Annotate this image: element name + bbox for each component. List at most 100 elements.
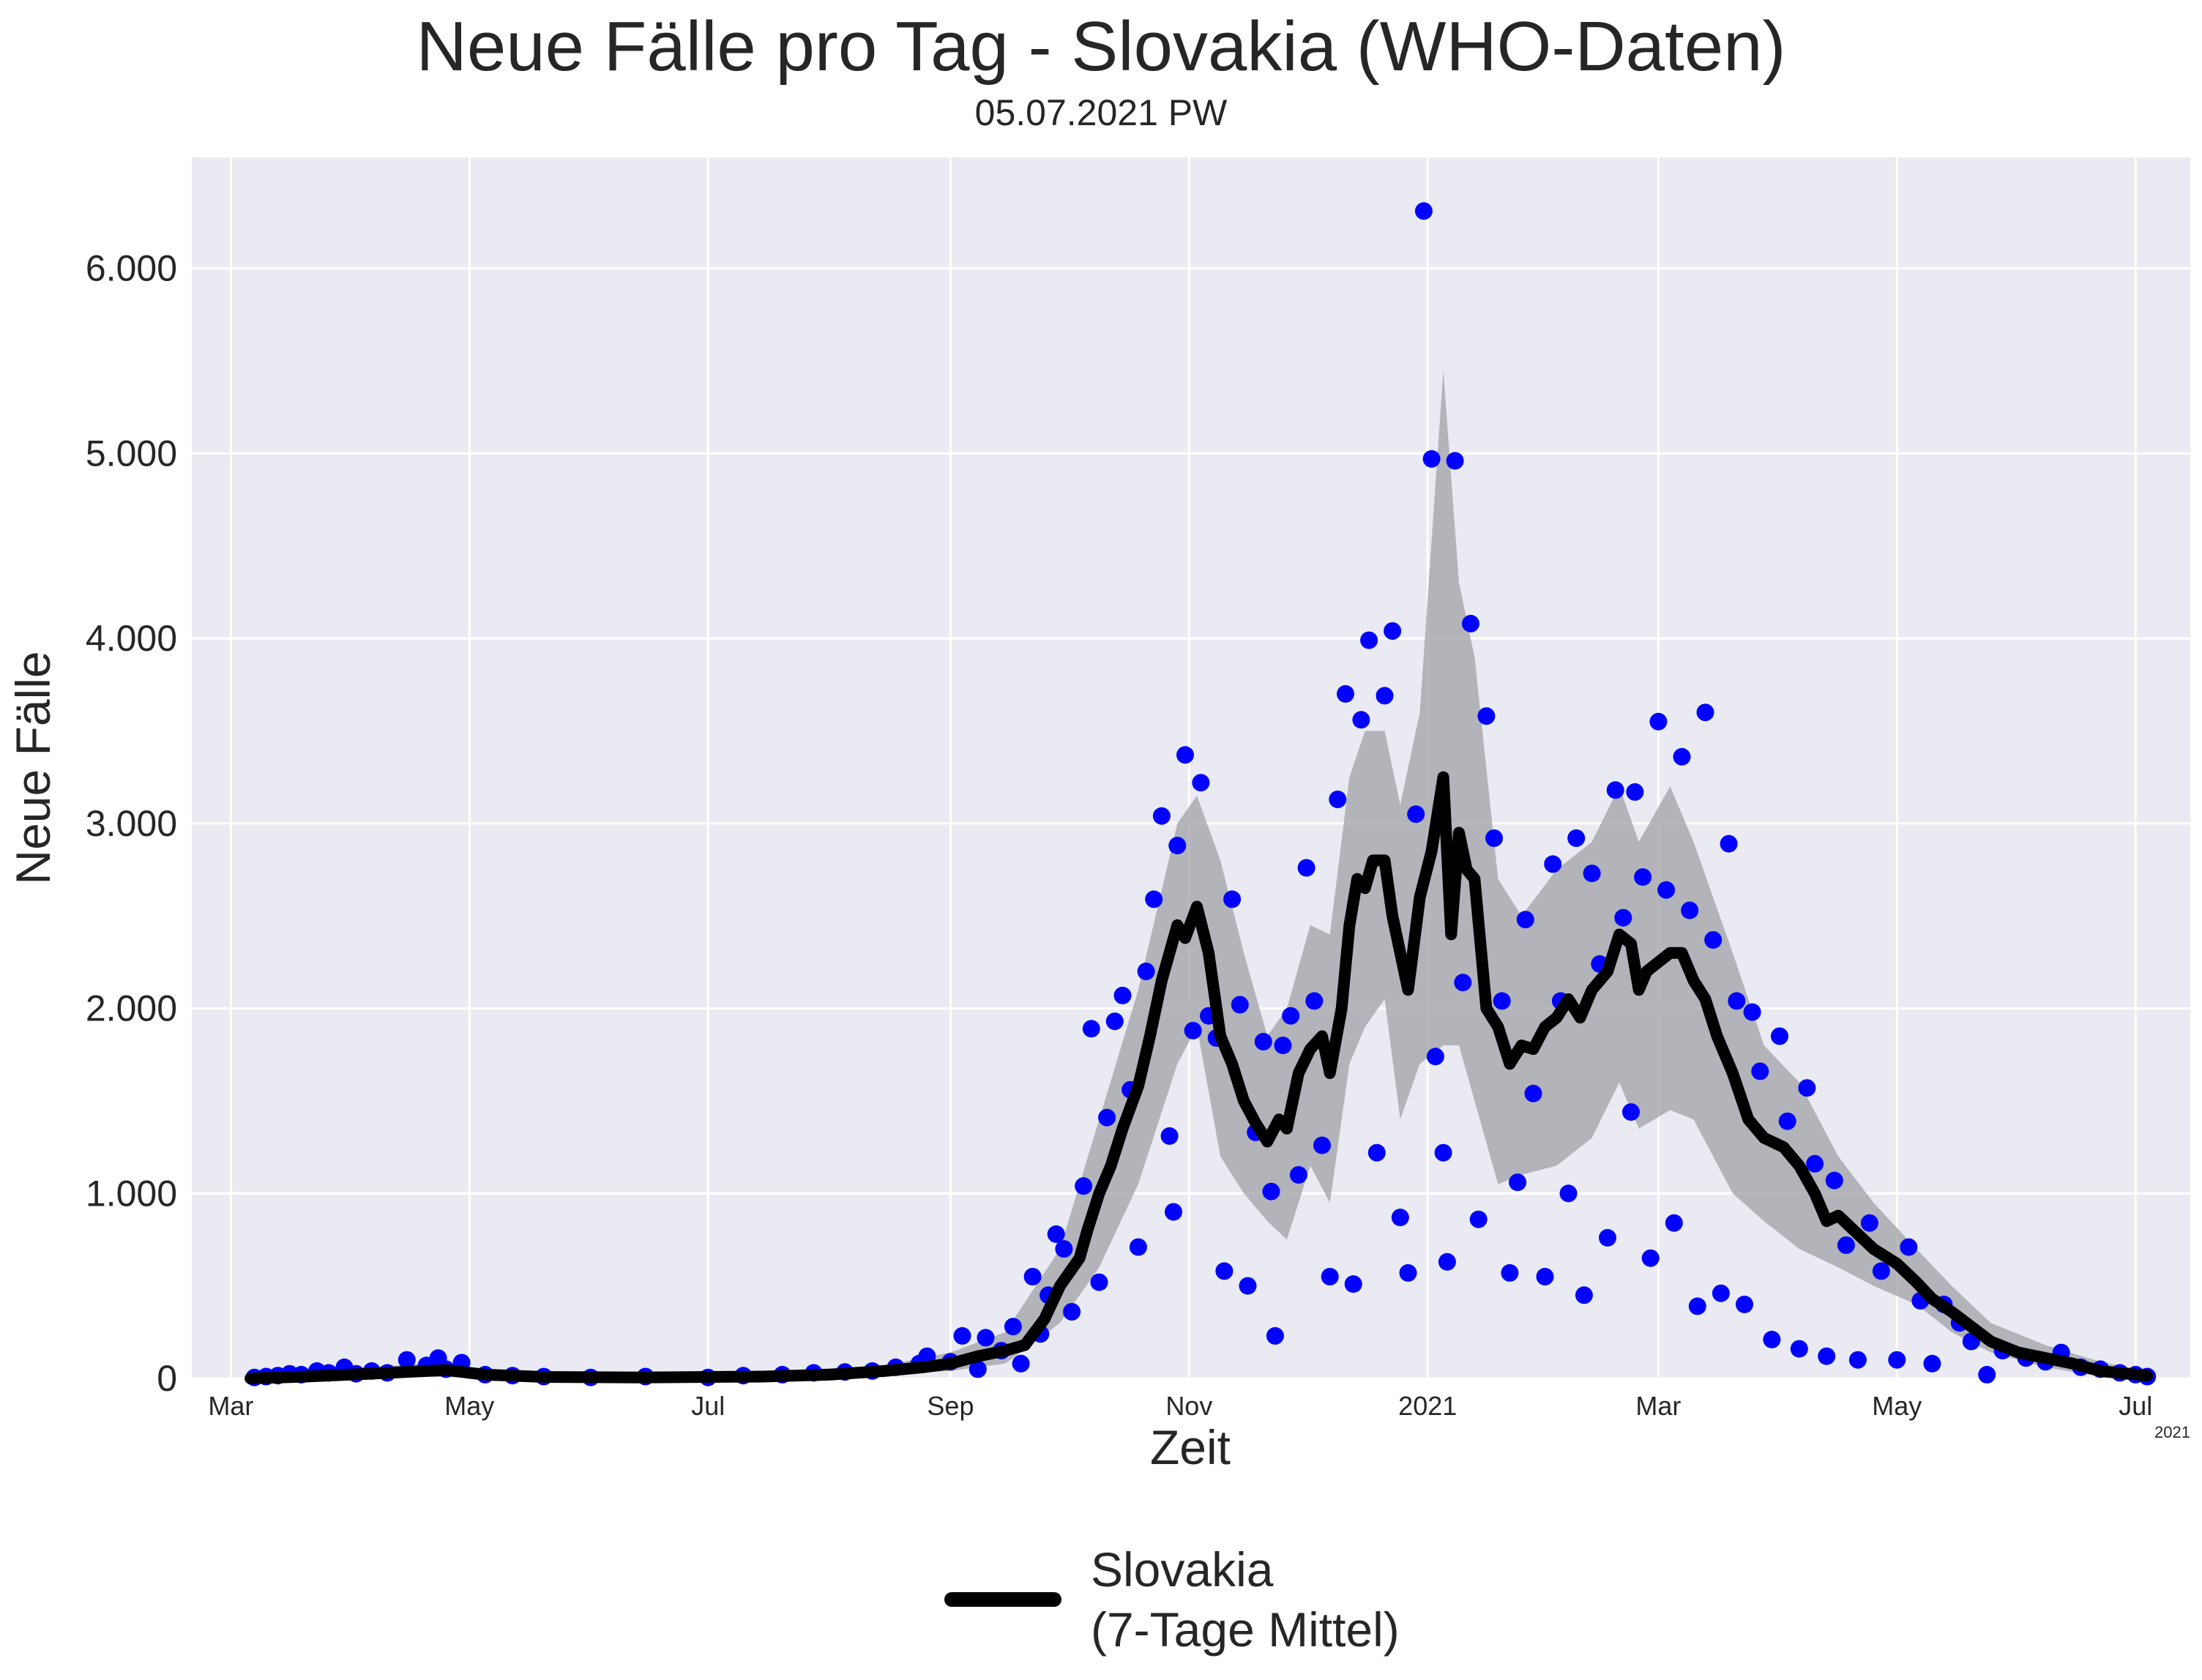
data-point (1254, 1033, 1272, 1050)
data-point (1626, 783, 1644, 801)
data-point (1923, 1354, 1941, 1373)
data-point (1743, 1003, 1761, 1021)
legend-label: Slovakia (7-Tage Mittel) (1091, 1539, 1400, 1660)
data-point (1978, 1365, 1996, 1384)
data-point (1681, 901, 1699, 919)
data-point (1004, 1318, 1022, 1336)
x-tick-label: Jul (2119, 1391, 2152, 1421)
data-point (1544, 855, 1562, 873)
data-point (977, 1329, 995, 1347)
data-point (1098, 1108, 1116, 1127)
x-tick-label: Jul (691, 1391, 725, 1421)
data-point (1438, 1252, 1456, 1271)
x-tick-labels: Mar May Jul Sep Nov 2021 Mar May Jul (208, 1391, 2152, 1421)
legend: Slovakia (7-Tage Mittel) (944, 1534, 1400, 1665)
data-point (1168, 837, 1187, 855)
data-point (1751, 1062, 1769, 1080)
data-point (1282, 1007, 1300, 1025)
series-line (245, 771, 2154, 1384)
data-point (1063, 1303, 1081, 1321)
data-point (1160, 1127, 1179, 1145)
grid (192, 157, 2190, 1380)
data-point (1376, 687, 1394, 705)
data-point (1129, 1238, 1147, 1256)
data-point (1446, 452, 1464, 470)
data-point (1321, 1268, 1339, 1285)
data-point (1469, 1210, 1488, 1228)
y-tick-label: 1.000 (86, 1173, 177, 1214)
legend-label-line2: (7-Tage Mittel) (1091, 1602, 1400, 1657)
data-point (1900, 1238, 1918, 1256)
data-point (1137, 963, 1155, 980)
band-area (250, 370, 2148, 1379)
y-tick-labels: 0 1.000 2.000 3.000 4.000 5.000 6.000 (86, 248, 177, 1399)
data-point (1082, 1020, 1100, 1038)
data-point (1055, 1240, 1073, 1258)
x-tick-label: Sep (927, 1391, 974, 1421)
data-point (1665, 1214, 1683, 1232)
data-point (1422, 449, 1441, 468)
data-point (1599, 1228, 1616, 1247)
data-point (1075, 1177, 1093, 1195)
x-tick-label: May (444, 1391, 494, 1421)
data-point (1728, 992, 1746, 1010)
data-point (1231, 996, 1249, 1014)
legend-label-line1: Slovakia (1091, 1542, 1274, 1597)
data-point (1614, 908, 1632, 927)
data-point (1305, 992, 1324, 1010)
legend-line-swatch (944, 1592, 1061, 1607)
data-point (1344, 1275, 1362, 1293)
data-point (1501, 1263, 1519, 1282)
data-point (1493, 992, 1511, 1010)
data-point (1704, 931, 1723, 949)
data-point (1145, 890, 1163, 908)
data-point (1763, 1330, 1781, 1348)
x-tick-label: Nov (1165, 1391, 1212, 1421)
data-point (1622, 1103, 1640, 1121)
seven-day-mean-line (245, 771, 2154, 1384)
data-point (1176, 746, 1194, 764)
data-point (1575, 1286, 1593, 1304)
data-point (1360, 631, 1378, 649)
y-tick-label: 2.000 (86, 988, 177, 1029)
data-point (1818, 1347, 1836, 1365)
data-point (1778, 1112, 1796, 1130)
data-point (1771, 1027, 1788, 1045)
data-point (1329, 791, 1347, 808)
y-tick-label: 5.000 (86, 433, 177, 474)
data-point (1485, 829, 1503, 847)
data-point (1872, 1262, 1890, 1280)
data-point (1798, 1079, 1816, 1097)
confidence-band (250, 370, 2148, 1379)
data-point (1720, 835, 1738, 853)
data-point (1313, 1136, 1331, 1154)
data-point (1673, 747, 1691, 766)
data-point (1606, 781, 1624, 799)
data-point (1414, 202, 1433, 220)
data-point (1696, 703, 1714, 722)
data-point (1047, 1225, 1065, 1243)
y-tick-label: 3.000 (86, 803, 177, 844)
chart-subtitle: 05.07.2021 PW (974, 92, 1228, 133)
y-tick-label: 6.000 (86, 248, 177, 289)
data-point (953, 1326, 971, 1345)
x-tick-label: Mar (1635, 1391, 1681, 1421)
data-point (1113, 986, 1132, 1004)
data-point (1454, 974, 1472, 992)
data-point (1657, 881, 1676, 899)
data-point (1567, 829, 1586, 847)
data-point (1262, 1182, 1280, 1201)
data-point (1239, 1277, 1257, 1295)
data-point (1407, 805, 1425, 824)
data-point (1274, 1037, 1292, 1055)
data-point (1848, 1351, 1867, 1369)
data-point (1399, 1263, 1417, 1282)
data-point (1688, 1297, 1706, 1315)
data-point (1297, 859, 1315, 877)
chart-title: Neue Fälle pro Tag - Slovakia (WHO-Daten… (416, 7, 1786, 86)
data-point (1536, 1268, 1554, 1285)
data-point (1426, 1048, 1444, 1066)
x-axis-label: Zeit (1150, 1420, 1231, 1474)
data-point (1289, 1166, 1307, 1184)
